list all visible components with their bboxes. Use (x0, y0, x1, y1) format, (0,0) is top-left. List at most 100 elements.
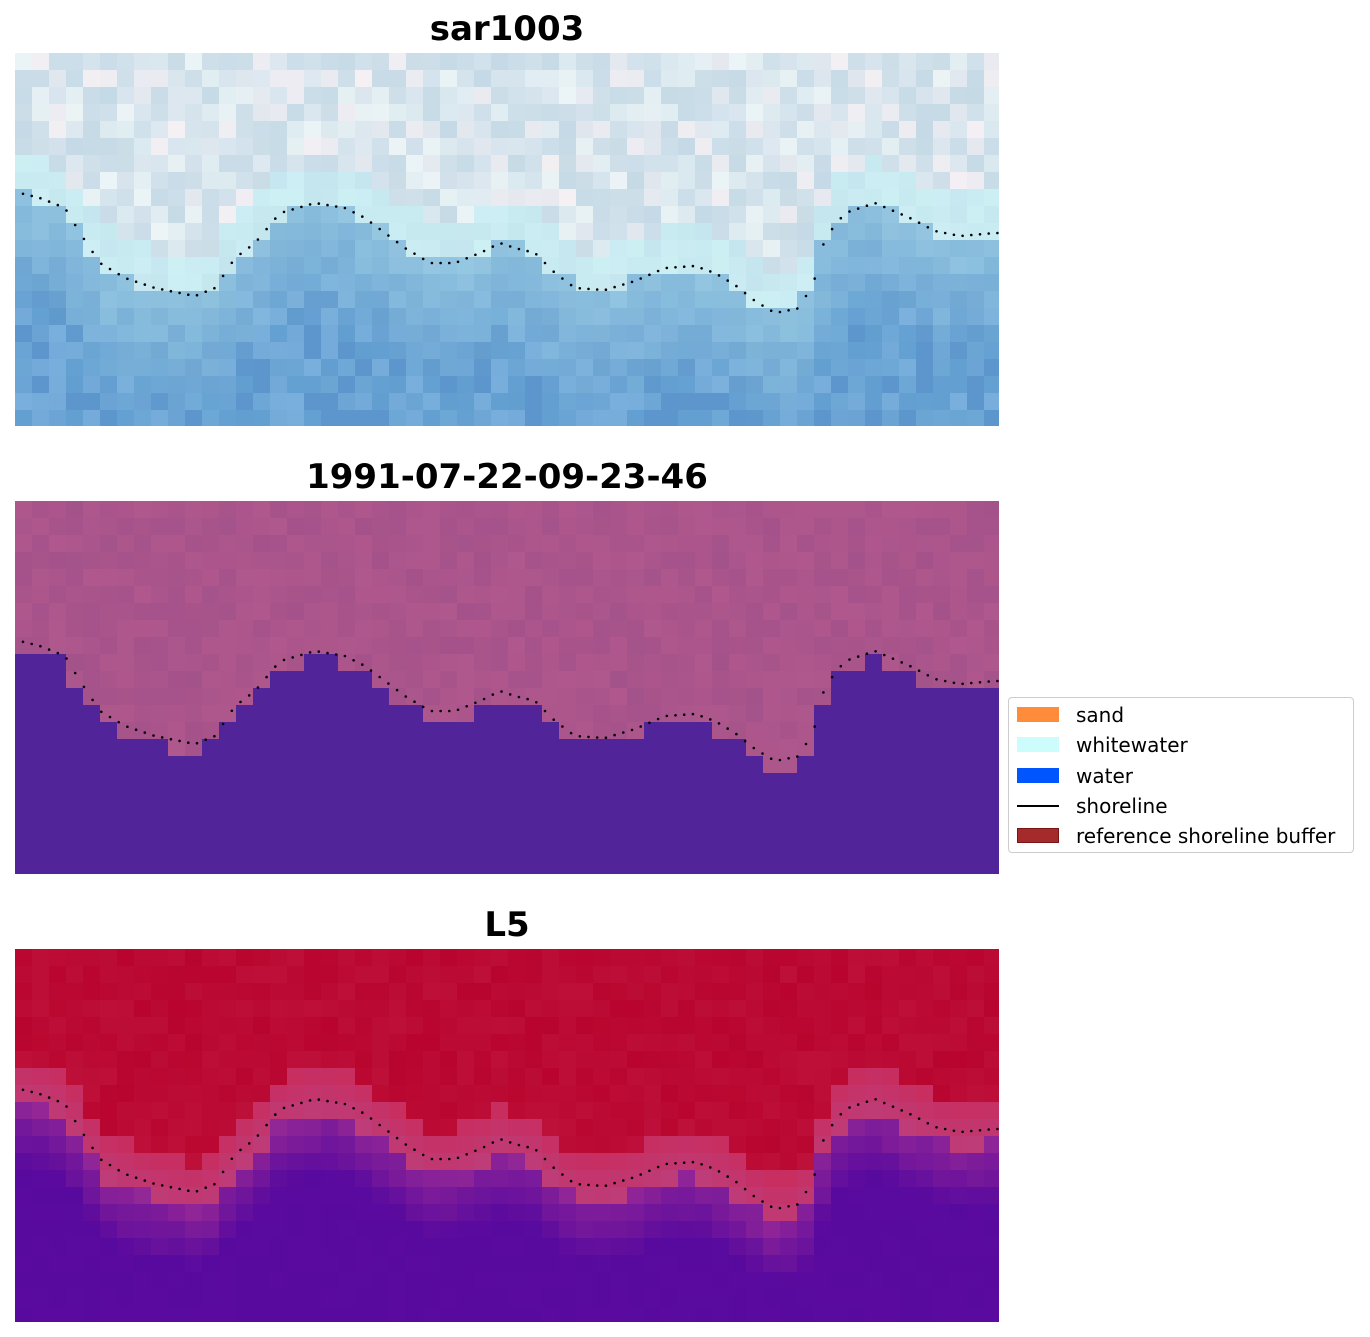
shoreline-dot (430, 1157, 434, 1161)
l5-pixel (916, 1187, 933, 1204)
classified-pixel (542, 671, 559, 688)
l5-pixel (440, 966, 457, 983)
sar-pixel (933, 325, 950, 342)
sar-pixel (202, 138, 219, 155)
sar-pixel (236, 53, 253, 70)
l5-pixel (576, 1068, 593, 1085)
sar-pixel (168, 393, 185, 410)
classified-pixel (423, 773, 440, 790)
sar-pixel (423, 257, 440, 274)
l5-pixel (882, 1153, 899, 1170)
classified-pixel (338, 501, 355, 518)
classified-pixel (661, 586, 678, 603)
sar-pixel (389, 410, 406, 426)
l5-pixel (916, 1051, 933, 1068)
shoreline-dot (935, 1126, 938, 1129)
l5-pixel (899, 1272, 916, 1289)
classified-pixel (185, 620, 202, 637)
classified-pixel (270, 756, 287, 773)
sar-pixel (508, 325, 525, 342)
sar-pixel (151, 274, 168, 291)
sar-pixel (848, 291, 865, 308)
sar-pixel (848, 257, 865, 274)
sar-pixel (321, 189, 338, 206)
shoreline-dot (187, 293, 190, 296)
sar-pixel (848, 172, 865, 189)
classified-pixel (627, 705, 644, 722)
classified-pixel (712, 705, 729, 722)
sar-pixel (185, 291, 202, 308)
classified-pixel (627, 552, 644, 569)
sar-pixel (763, 376, 780, 393)
sar-pixel (661, 138, 678, 155)
classified-pixel (338, 688, 355, 705)
sar-pixel (712, 308, 729, 325)
sar-pixel (83, 359, 100, 376)
classified-pixel (253, 722, 270, 739)
classified-pixel (66, 841, 83, 858)
sar-pixel (100, 376, 117, 393)
classified-pixel (406, 552, 423, 569)
l5-pixel (253, 949, 270, 966)
classified-pixel (763, 586, 780, 603)
sar-pixel (355, 359, 372, 376)
sar-pixel (661, 376, 678, 393)
classified-pixel (219, 773, 236, 790)
l5-pixel (712, 1034, 729, 1051)
sar-pixel (610, 257, 627, 274)
shoreline-dot (387, 234, 390, 237)
classified-pixel (151, 790, 168, 807)
sar-pixel (559, 138, 576, 155)
sar-pixel (304, 172, 321, 189)
shoreline-dot (169, 1185, 173, 1189)
classified-pixel (168, 807, 185, 824)
classified-pixel (525, 688, 542, 705)
sar-pixel (984, 53, 999, 70)
l5-pixel (287, 1000, 304, 1017)
classified-pixel (678, 535, 695, 552)
sar-pixel (134, 359, 151, 376)
classified-pixel (185, 654, 202, 671)
classified-pixel (219, 603, 236, 620)
sar-pixel (117, 206, 134, 223)
classified-pixel (287, 790, 304, 807)
classified-pixel (83, 705, 100, 722)
l5-pixel (151, 1221, 168, 1238)
l5-pixel (610, 1153, 627, 1170)
l5-pixel (66, 1068, 83, 1085)
sar-pixel (202, 376, 219, 393)
shoreline-dot (682, 713, 686, 716)
l5-pixel (185, 1017, 202, 1034)
classified-pixel (49, 586, 66, 603)
classified-pixel (338, 773, 355, 790)
classified-pixel (219, 535, 236, 552)
classified-pixel (66, 535, 83, 552)
l5-pixel (882, 1068, 899, 1085)
l5-pixel (763, 1238, 780, 1255)
classified-image-panel (15, 501, 999, 874)
classified-pixel (66, 620, 83, 637)
sar-pixel (355, 155, 372, 172)
classified-pixel (100, 739, 117, 756)
classified-pixel (66, 722, 83, 739)
sar-pixel (559, 257, 576, 274)
l5-pixel (627, 1085, 644, 1102)
classified-pixel (508, 807, 525, 824)
classified-pixel (763, 824, 780, 841)
shoreline-dot (543, 1157, 547, 1161)
classified-pixel (253, 518, 270, 535)
l5-pixel (848, 1119, 865, 1136)
shoreline-dot (482, 1145, 486, 1149)
l5-pixel (338, 1153, 355, 1170)
sar-pixel (491, 359, 508, 376)
sar-pixel (763, 393, 780, 410)
l5-pixel (304, 1136, 321, 1153)
classified-pixel (457, 620, 474, 637)
sar-pixel (644, 223, 661, 240)
sar-pixel (882, 308, 899, 325)
sar-pixel (168, 342, 185, 359)
sar-pixel (848, 240, 865, 257)
classified-pixel (321, 705, 338, 722)
l5-pixel (338, 966, 355, 983)
l5-pixel (678, 1153, 695, 1170)
